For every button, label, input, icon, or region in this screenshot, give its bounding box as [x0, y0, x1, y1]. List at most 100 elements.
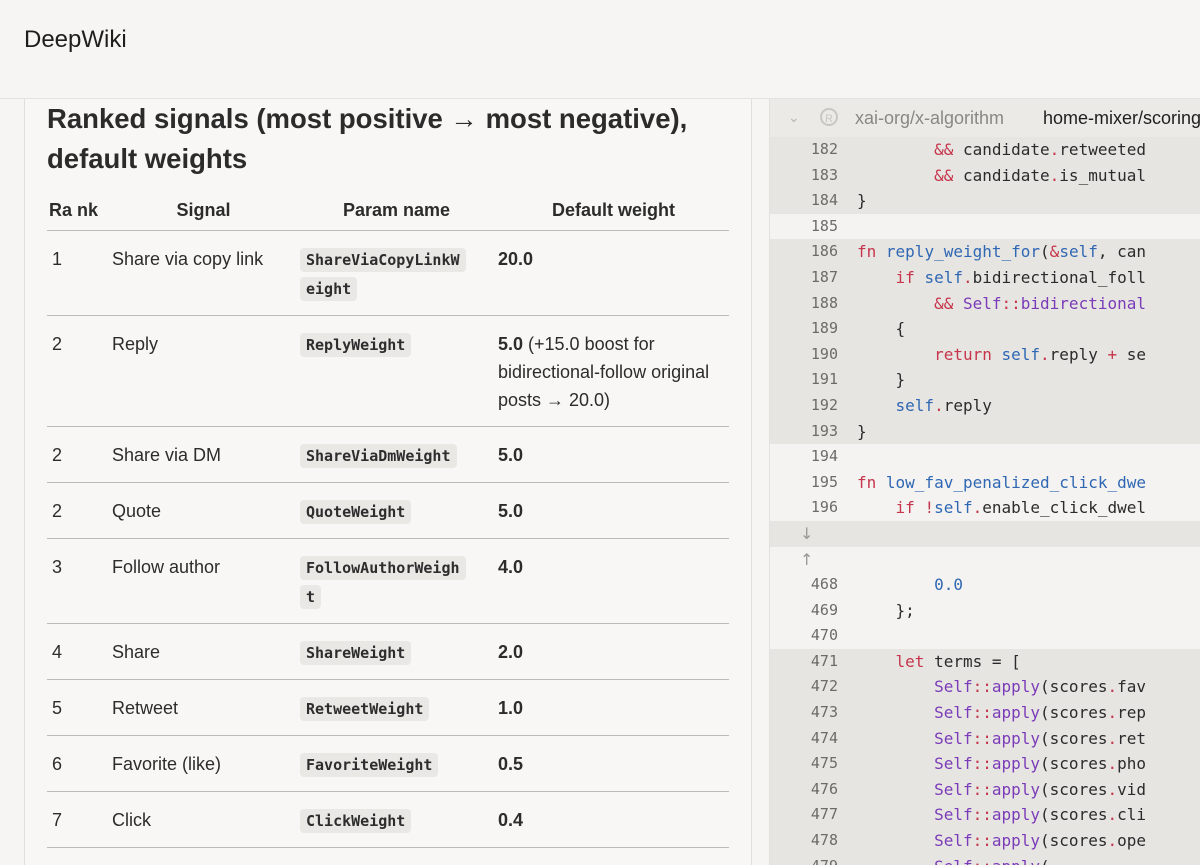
- code-line: 193}: [770, 418, 1200, 445]
- table-row: 2 Quote QuoteWeight 5.0: [47, 482, 729, 539]
- top-bar: DeepWiki: [0, 0, 1200, 99]
- code-line: 191 }: [770, 367, 1200, 393]
- param-code: ShareViaCopyLinkWeight: [300, 248, 466, 301]
- code-line: 479 Self::apply(: [770, 853, 1200, 865]
- weight-value: 5.0: [498, 501, 524, 521]
- line-number: 182: [810, 140, 838, 158]
- param-code: ReplyWeight: [300, 333, 412, 357]
- weight-cell: 1.0: [498, 679, 729, 736]
- line-number: 194: [810, 447, 838, 466]
- brand-logo-text[interactable]: DeepWiki: [24, 26, 127, 53]
- param-cell: ShareWeight: [295, 623, 498, 680]
- wiki-content-panel: Ranked signals (most positive → most neg…: [24, 99, 752, 865]
- line-number: 195: [810, 472, 838, 491]
- header-signal: Signal: [112, 196, 295, 231]
- code-line: 195 fn low_fav_penalized_click_dwe: [770, 470, 1200, 496]
- code-line: 475 Self::apply(scores.pho: [770, 751, 1200, 777]
- rank-cell: 2: [47, 482, 112, 539]
- param-code: ClickWeight: [300, 809, 412, 833]
- rank-cell: 2: [47, 426, 112, 483]
- signal-cell: Click: [112, 791, 295, 848]
- code-file-header[interactable]: ⌄ R xai-org/x-algorithm home-mixer/scori…: [770, 99, 1200, 137]
- code-text: fn low_fav_penalized_click_dwe: [857, 472, 1146, 492]
- table-row: 2 Reply ReplyWeight 5.0 (+15.0 boost for bi…: [47, 315, 729, 427]
- code-text: && Self::bidirectional: [934, 293, 1146, 313]
- line-number: 476: [810, 779, 838, 798]
- code-line: 473 Self::apply(scores.rep: [770, 700, 1200, 726]
- param-cell: ReplyWeight: [295, 315, 498, 427]
- code-line: 478 Self::apply(scores.ope: [770, 828, 1200, 854]
- code-line: 469 };: [770, 598, 1200, 624]
- code-line: 194: [770, 444, 1200, 470]
- code-line: 471 let terms = [: [770, 648, 1200, 675]
- line-number: 187: [810, 267, 838, 286]
- code-text: if self.bidirectional_foll: [895, 267, 1146, 287]
- param-cell: RetweetWeight: [295, 679, 498, 736]
- expand-lines-control[interactable]: ↓: [770, 520, 1200, 547]
- table-row: 5 Retweet RetweetWeight 1.0: [47, 679, 729, 736]
- code-text: }: [857, 370, 906, 390]
- github-logo-icon: R: [820, 108, 838, 126]
- table-row: 1 Share via copy link ShareViaCopyLinkWeig…: [47, 230, 729, 316]
- code-line: 183 && candidate.is_mutual: [770, 162, 1200, 189]
- rank-cell: 1: [47, 230, 112, 316]
- line-number: 188: [810, 293, 838, 312]
- weight-value: 1.0: [498, 698, 524, 718]
- weight-value: 0.4: [498, 810, 524, 830]
- param-code: QuoteWeight: [300, 500, 412, 524]
- arrow-down-icon[interactable]: ↓: [800, 523, 814, 543]
- weight-note: (+15.0 boost for bidirectional-follow or…: [498, 334, 710, 410]
- code-line: 187 if self.bidirectional_foll: [770, 264, 1200, 291]
- code-text: && candidate.is_mutual: [934, 165, 1146, 185]
- line-number: 477: [810, 805, 838, 824]
- line-number: 468: [810, 575, 838, 594]
- signal-cell: Retweet: [112, 679, 295, 736]
- arrow-up-icon[interactable]: ↑: [800, 549, 814, 569]
- table-row: 6 Favorite (like) FavoriteWeight 0.5: [47, 735, 729, 792]
- code-text: Self::apply(scores.vid: [934, 779, 1147, 799]
- header-rank: Ra nk: [47, 196, 112, 231]
- repo-name[interactable]: xai-org/x-algorithm: [855, 108, 1005, 128]
- code-text: Self::apply(: [857, 854, 1050, 865]
- param-code: FavoriteWeight: [300, 753, 439, 777]
- code-text: return self.reply + se: [934, 344, 1147, 364]
- param-cell: FavoriteWeight: [295, 735, 498, 792]
- code-text: fn reply_weight_for(&self, can: [857, 242, 1147, 262]
- rank-cell: 3: [47, 538, 112, 624]
- weight-cell: 5.0: [498, 426, 729, 483]
- code-text: {: [857, 319, 906, 339]
- line-number: 191: [810, 370, 838, 389]
- code-line: 468 0.0: [770, 572, 1200, 598]
- line-number: 190: [810, 344, 838, 363]
- weight-cell: 2.0: [498, 623, 729, 680]
- chevron-down-icon[interactable]: ⌄: [788, 109, 800, 125]
- line-number: 479: [770, 854, 838, 865]
- signal-cell: Share via copy link: [112, 230, 295, 316]
- rank-cell: 4: [47, 623, 112, 680]
- weight-value: 5.0: [498, 334, 524, 354]
- code-line: 190 return self.reply + se: [770, 341, 1200, 368]
- weight-value: 5.0: [498, 445, 524, 465]
- weight-value: 4.0: [498, 557, 524, 577]
- param-code: ShareWeight: [300, 641, 412, 665]
- weight-value: 2.0: [498, 642, 524, 662]
- signal-cell: Share via DM: [112, 426, 295, 483]
- weight-cell: 4.0: [498, 538, 729, 624]
- rank-cell: 6: [47, 735, 112, 792]
- file-path[interactable]: home-mixer/scoring: [1043, 108, 1200, 128]
- header-default-weight: Default weight: [498, 196, 729, 231]
- param-code: ShareViaDmWeight: [300, 444, 457, 468]
- code-text: Self::apply(scores.pho: [934, 754, 1147, 774]
- weight-cell: 20.0: [498, 230, 729, 316]
- code-line: 184}: [770, 188, 1200, 214]
- expand-lines-control[interactable]: ↑: [770, 547, 1200, 573]
- code-text: let terms = [: [895, 651, 1021, 671]
- code-lines: 182 && candidate.retweeted 183 && candida…: [770, 137, 1200, 865]
- code-line: 192 self.reply: [770, 392, 1200, 419]
- line-number: 192: [810, 395, 838, 414]
- rank-cell: 5: [47, 679, 112, 736]
- code-text: Self::apply(scores.cli: [934, 805, 1147, 825]
- line-number: 473: [810, 703, 838, 722]
- header-param-name: Param name: [295, 196, 498, 231]
- weight-cell: 5.0: [498, 482, 729, 539]
